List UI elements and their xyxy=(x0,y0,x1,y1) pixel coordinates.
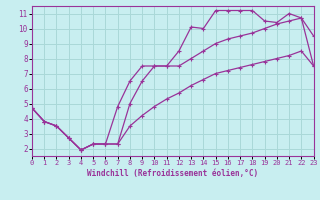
X-axis label: Windchill (Refroidissement éolien,°C): Windchill (Refroidissement éolien,°C) xyxy=(87,169,258,178)
